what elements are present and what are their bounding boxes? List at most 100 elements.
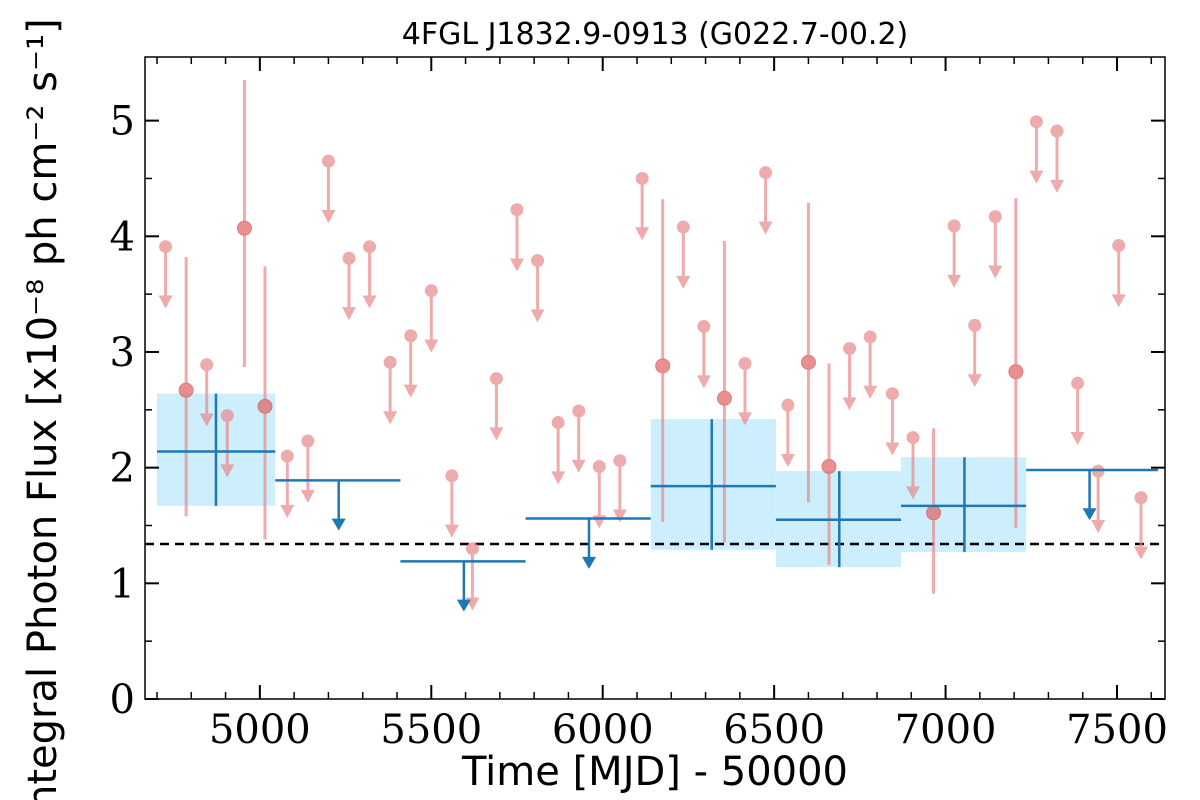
upper-limit-arrowhead <box>738 412 752 426</box>
upper-limit-arrowhead <box>885 442 900 456</box>
long-bin-limit-arrowhead <box>1082 508 1097 521</box>
upper-limit-arrowhead <box>863 385 878 399</box>
long-bin-detection-1 <box>650 419 776 550</box>
upper-limit-marker <box>738 357 752 371</box>
upper-limit-arrowhead <box>967 374 982 388</box>
x-tick-label: 7500 <box>1066 707 1168 753</box>
upper-limit-arrowhead <box>1134 546 1148 560</box>
short-bin-upper-limit-14 <box>510 203 524 272</box>
upper-limit-arrowhead <box>321 209 336 223</box>
short-bin-upper-limit-21 <box>676 220 691 289</box>
detection-marker <box>1008 364 1024 380</box>
short-bin-upper-limit-6 <box>342 251 356 321</box>
upper-limit-marker <box>1050 124 1064 138</box>
upper-limit-arrowhead <box>1050 179 1064 193</box>
upper-limit-arrowhead <box>676 275 691 289</box>
short-bin-upper-limit-16 <box>551 416 566 485</box>
long-bin-limit-arrowhead <box>582 556 596 569</box>
long-bin-band-1 <box>650 419 776 550</box>
short-bin-upper-limit-30 <box>947 219 962 288</box>
upper-limit-marker <box>200 358 214 372</box>
upper-limit-arrowhead <box>300 489 315 503</box>
short-bin-detection-5 <box>800 202 816 503</box>
upper-limit-arrowhead <box>199 413 214 427</box>
upper-limit-arrowhead <box>758 221 773 235</box>
upper-limit-marker <box>551 416 565 430</box>
detection-marker <box>926 505 942 521</box>
upper-limit-arrowhead <box>158 295 173 309</box>
short-bin-upper-limit-23 <box>738 357 752 426</box>
short-bin-upper-limit-17 <box>571 404 586 473</box>
upper-limit-arrowhead <box>947 274 962 288</box>
detection-marker <box>236 220 252 236</box>
short-bin-detection-0 <box>178 257 194 517</box>
upper-limit-marker <box>613 454 627 468</box>
upper-limit-marker <box>1134 491 1148 505</box>
short-bin-upper-limit-11 <box>444 469 459 538</box>
chart-title: 4FGL J1832.9-0913 (G022.7-00.2) <box>402 17 909 52</box>
short-bin-upper-limit-4 <box>300 434 315 503</box>
short-bin-upper-limit-38 <box>1134 491 1148 560</box>
short-bin-detection-3 <box>655 199 671 523</box>
upper-limit-marker <box>1112 239 1126 253</box>
upper-limit-marker <box>321 154 335 168</box>
short-bin-upper-limit-0 <box>158 240 173 309</box>
y-tick-label: 1 <box>110 561 135 607</box>
y-tick-label: 5 <box>110 99 135 145</box>
short-bin-detection-2 <box>257 266 273 540</box>
upper-limit-arrowhead <box>424 339 439 353</box>
upper-limit-arrowhead <box>342 307 356 321</box>
upper-limit-marker <box>445 469 459 483</box>
upper-limit-marker <box>988 210 1002 224</box>
short-bin-upper-limit-26 <box>842 342 857 411</box>
y-tick-label: 3 <box>110 330 135 376</box>
short-bin-upper-limit-5 <box>321 154 336 223</box>
upper-limit-marker <box>1071 376 1085 390</box>
upper-limit-arrowhead <box>780 454 795 468</box>
upper-limit-arrowhead <box>220 464 235 478</box>
long-bin-upper-limit-3 <box>1026 468 1159 521</box>
axis-ticks: 5000 5500 6000 6500 7000 7500 0 1 2 3 4 5 <box>110 57 1168 753</box>
short-bin-upper-limit-2 <box>220 409 235 478</box>
upper-limit-marker <box>220 409 234 423</box>
upper-limit-marker <box>592 459 606 473</box>
long-bin-upper-limit-1 <box>400 560 526 612</box>
upper-limit-marker <box>572 404 586 418</box>
upper-limit-marker <box>510 203 524 217</box>
upper-limit-marker <box>465 542 479 556</box>
upper-limit-marker <box>843 342 857 356</box>
detection-marker <box>821 458 837 474</box>
short-bin-upper-limit-13 <box>489 372 504 441</box>
short-bin-upper-limit-32 <box>988 210 1003 279</box>
upper-limit-arrowhead <box>906 486 920 500</box>
upper-limit-arrowhead <box>1111 294 1126 308</box>
upper-limit-arrowhead <box>551 471 566 485</box>
plot-frame <box>144 56 1166 700</box>
upper-limit-marker <box>531 254 545 268</box>
upper-limit-arrowhead <box>510 258 524 272</box>
y-tick-label: 0 <box>110 677 135 723</box>
short-bin-upper-limit-27 <box>863 330 878 399</box>
upper-limit-arrowhead <box>842 397 857 411</box>
short-bin-upper-limit-10 <box>424 284 439 353</box>
upper-limit-arrowhead <box>635 227 650 241</box>
upper-limit-arrowhead <box>362 295 377 309</box>
upper-limit-marker <box>489 372 503 386</box>
upper-limit-marker <box>676 220 690 234</box>
upper-limit-marker <box>759 166 773 180</box>
short-bin-upper-limit-28 <box>885 387 900 456</box>
y-axis-label: Integral Photon Flux [x10⁻⁸ ph cm⁻² s⁻¹] <box>20 18 66 800</box>
short-bin-upper-limit-1 <box>199 358 214 427</box>
long-bin-upper-limit-0 <box>275 479 401 531</box>
upper-limit-arrowhead <box>612 509 627 523</box>
y-tick-label: 4 <box>110 214 135 260</box>
detection-marker <box>800 354 816 370</box>
upper-limit-marker <box>781 398 795 412</box>
upper-limit-marker <box>947 219 961 233</box>
short-bin-detection-4 <box>716 240 732 543</box>
upper-limit-marker <box>404 329 418 343</box>
upper-limit-marker <box>301 434 315 448</box>
upper-limit-arrowhead <box>1029 170 1044 184</box>
upper-limit-marker <box>697 320 711 334</box>
